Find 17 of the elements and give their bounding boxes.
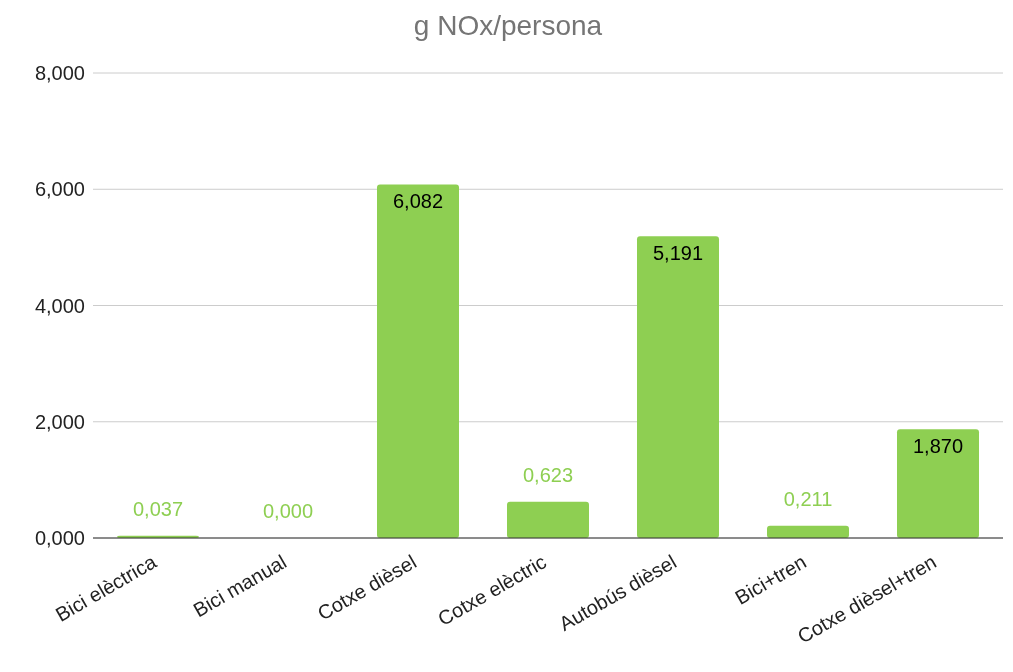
bar [377,184,459,538]
data-label: 1,870 [912,435,964,458]
chart-title: g NOx/persona [412,9,604,43]
bar [637,236,719,538]
data-label: 0,037 [132,497,184,520]
y-tick-label: 6,000 [34,178,85,201]
y-tick-label: 4,000 [34,294,85,317]
data-label: 5,191 [652,242,704,265]
y-tick-label: 0,000 [34,527,85,550]
y-tick-label: 8,000 [34,62,85,85]
bar [897,429,979,538]
bar [507,501,589,538]
data-label: 0,623 [522,463,574,486]
data-label: 0,211 [783,487,833,510]
data-label: 0,000 [262,500,314,522]
data-label: 6,082 [392,190,444,213]
y-tick-label: 2,000 [34,410,85,433]
